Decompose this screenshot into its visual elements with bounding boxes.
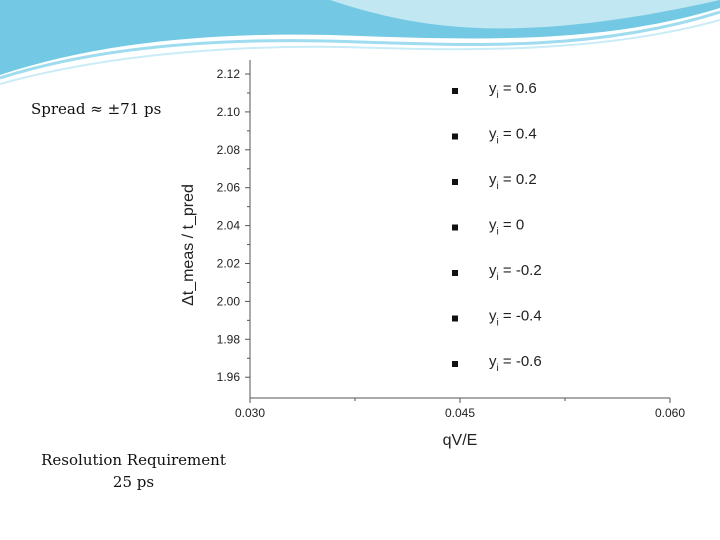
legend-entry: yi = 0.2: [489, 171, 537, 192]
resolution-requirement: Resolution Requirement 25 ps: [36, 449, 231, 493]
legend-marker: [452, 315, 458, 322]
spread-label: Spread ≈ ±71 ps: [31, 100, 162, 118]
legend-entry: yi = -0.4: [489, 308, 542, 329]
y-tick-label: 2.08: [217, 143, 241, 157]
y-tick-label: 1.98: [217, 332, 241, 346]
y-tick-label: 2.04: [217, 219, 241, 233]
legend-entry: yi = -0.6: [489, 353, 542, 374]
legend-marker: [452, 224, 458, 231]
legend-entry: yi = 0.6: [489, 80, 537, 101]
x-tick-label: 0.045: [445, 406, 475, 420]
y-axis-label: Δt_meas / t_pred: [180, 184, 197, 306]
legend-marker: [452, 133, 458, 140]
resolution-value: 25 ps: [112, 473, 155, 491]
y-tick-label: 2.06: [217, 181, 241, 195]
y-tick-label: 2.00: [217, 294, 241, 308]
legend-marker: [452, 361, 458, 367]
x-axis-label: qV/E: [443, 432, 478, 449]
y-tick-label: 2.12: [217, 67, 241, 81]
y-tick-label: 2.02: [217, 257, 241, 271]
legend-marker: [452, 270, 458, 276]
resolution-label: Resolution Requirement: [41, 451, 226, 469]
y-tick-label: 1.96: [217, 370, 241, 384]
legend-entry: yi = -0.2: [489, 262, 542, 283]
x-tick-label: 0.030: [235, 406, 265, 420]
legend-entry: yi = 0.4: [489, 126, 537, 147]
header-wave-decoration: [0, 0, 720, 85]
legend-entry: yi = 0: [489, 217, 524, 238]
legend-marker: [452, 88, 458, 94]
legend-marker: [452, 179, 458, 185]
x-tick-label: 0.060: [655, 406, 685, 420]
y-tick-label: 2.10: [217, 105, 241, 119]
